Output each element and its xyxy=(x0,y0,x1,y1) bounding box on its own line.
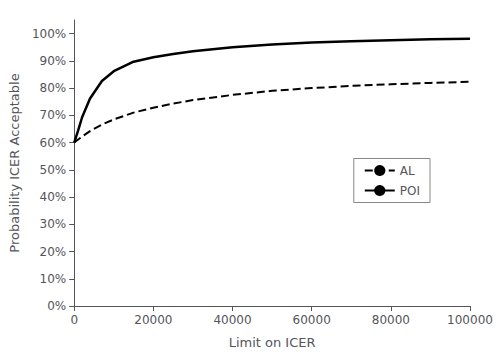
svg-text:40000: 40000 xyxy=(213,313,251,327)
svg-text:0: 0 xyxy=(70,313,78,327)
svg-text:90%: 90% xyxy=(40,54,67,68)
svg-text:50%: 50% xyxy=(40,163,67,177)
svg-text:10%: 10% xyxy=(40,272,67,286)
svg-text:30%: 30% xyxy=(40,217,67,231)
svg-text:20%: 20% xyxy=(40,245,67,259)
svg-text:20000: 20000 xyxy=(134,313,172,327)
svg-text:80%: 80% xyxy=(40,81,67,95)
svg-text:60%: 60% xyxy=(40,136,67,150)
svg-text:40%: 40% xyxy=(40,190,67,204)
svg-text:60000: 60000 xyxy=(293,313,331,327)
svg-text:Probability ICER Acceptable: Probability ICER Acceptable xyxy=(7,73,22,252)
svg-text:70%: 70% xyxy=(40,108,67,122)
svg-text:0%: 0% xyxy=(47,299,66,313)
svg-text:POI: POI xyxy=(400,184,420,198)
svg-text:Limit on ICER: Limit on ICER xyxy=(229,335,316,350)
svg-text:100000: 100000 xyxy=(447,313,493,327)
svg-text:AL: AL xyxy=(400,164,415,178)
svg-text:100%: 100% xyxy=(32,27,66,41)
svg-text:80000: 80000 xyxy=(372,313,410,327)
